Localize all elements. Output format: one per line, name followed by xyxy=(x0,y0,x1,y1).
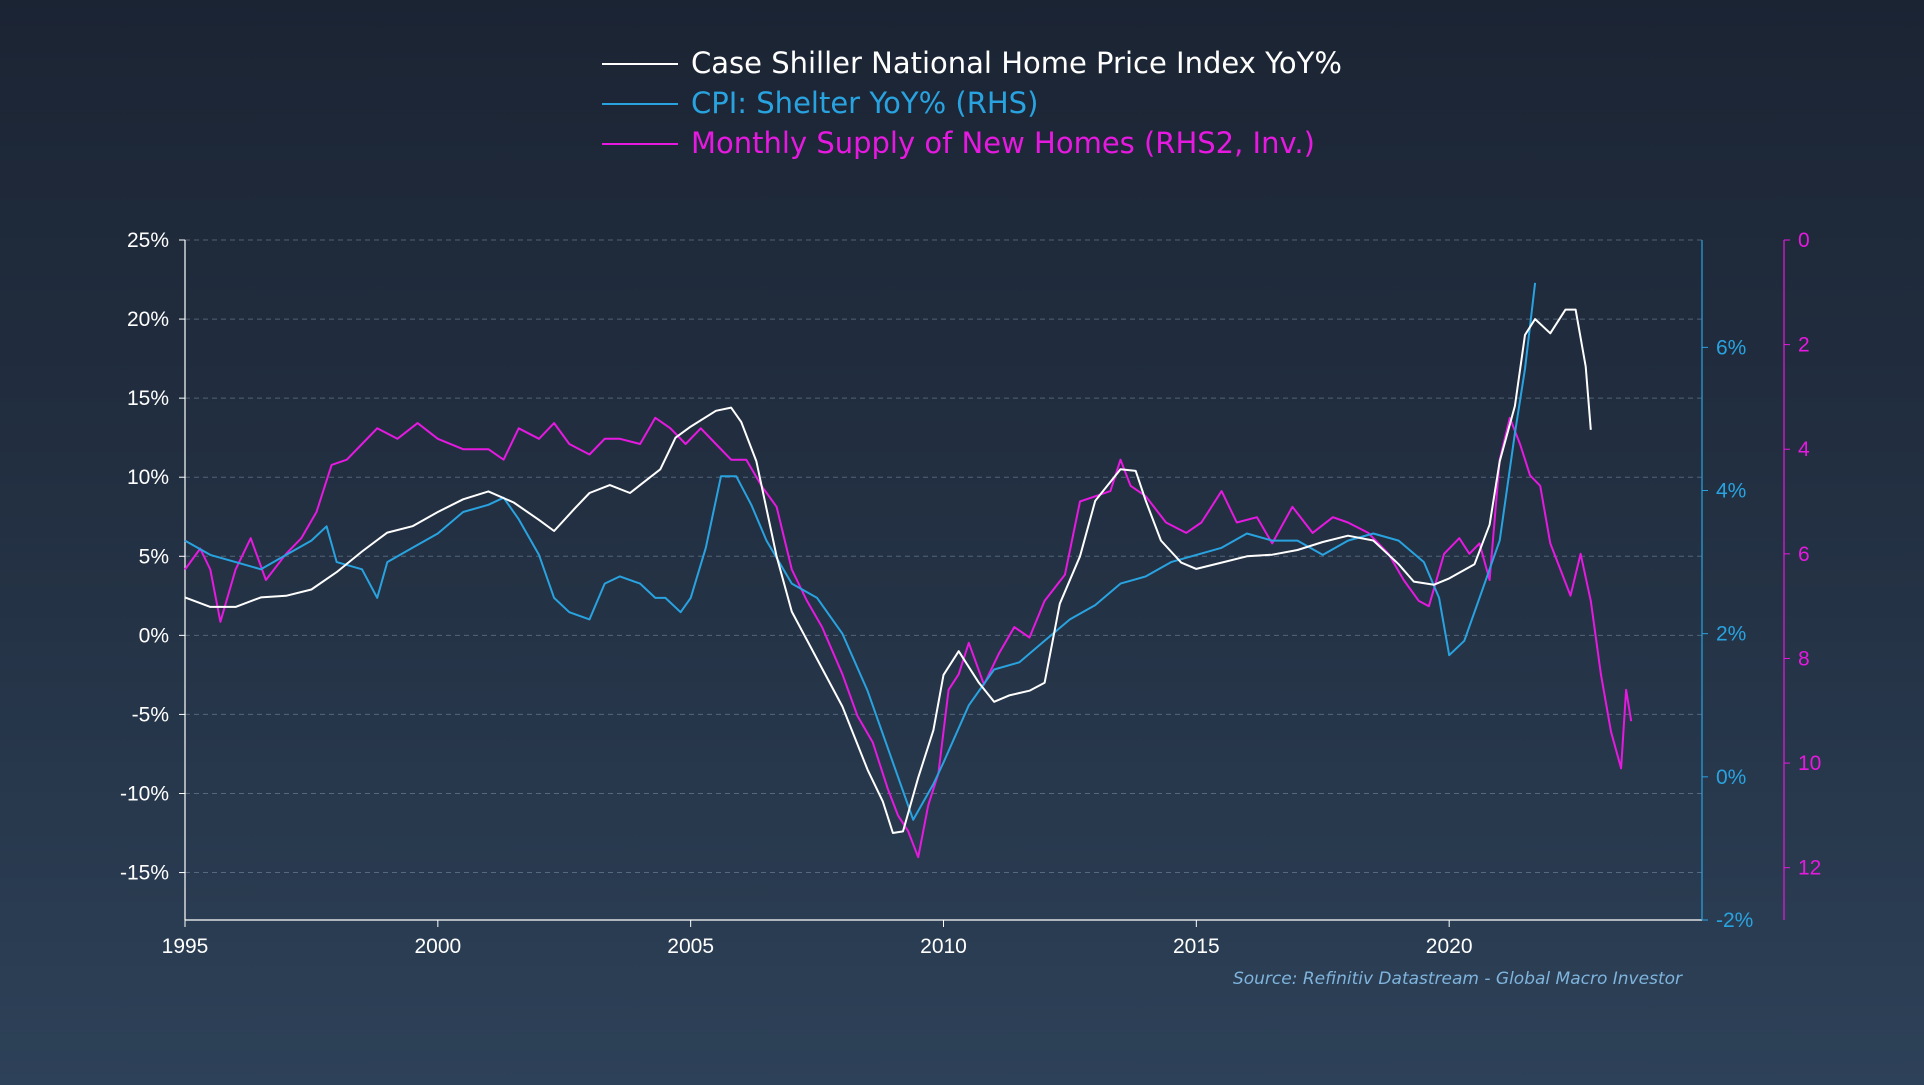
series-line-cpi-shelter xyxy=(185,283,1535,820)
x-tick-label: 2005 xyxy=(667,935,714,958)
x-tick-label: 2000 xyxy=(414,935,461,958)
y-left-tick-label: 15% xyxy=(127,387,169,410)
y-left-tick-label: -5% xyxy=(132,703,169,726)
y-right-tick-label: 0% xyxy=(1716,766,1746,789)
y-left-tick-label: -10% xyxy=(120,782,169,805)
y-right2-tick-label: 4 xyxy=(1798,438,1810,461)
series-line-new-home-supply xyxy=(185,418,1631,857)
y-right-tick-label: 2% xyxy=(1716,623,1746,646)
series-lines xyxy=(185,283,1631,857)
y-right2-tick-label: 12 xyxy=(1798,857,1821,880)
legend-label-cpi-shelter: CPI: Shelter YoY% (RHS) xyxy=(691,86,1038,120)
y-left-tick-label: 25% xyxy=(127,229,169,252)
grid xyxy=(185,240,1702,873)
y-left-tick-label: -15% xyxy=(120,862,169,885)
series-line-case-shiller xyxy=(185,310,1591,833)
legend-label-new-home-supply: Monthly Supply of New Homes (RHS2, Inv.) xyxy=(691,126,1315,160)
y-left-tick-label: 5% xyxy=(139,545,169,568)
y-right-tick-label: 4% xyxy=(1716,480,1746,503)
y-left-tick-label: 20% xyxy=(127,308,169,331)
legend-label-case-shiller: Case Shiller National Home Price Index Y… xyxy=(691,46,1342,80)
y-right2-tick-label: 0 xyxy=(1798,229,1810,252)
x-tick-label: 2010 xyxy=(920,935,967,958)
chart: Case Shiller National Home Price Index Y… xyxy=(0,0,1924,1085)
y-right2-tick-label: 2 xyxy=(1798,334,1810,357)
x-tick-label: 2015 xyxy=(1173,935,1220,958)
y-left-tick-label: 10% xyxy=(127,466,169,489)
legend: Case Shiller National Home Price Index Y… xyxy=(602,46,1342,160)
y-right-tick-label: -2% xyxy=(1716,909,1753,932)
y-right-tick-label: 6% xyxy=(1716,336,1746,359)
y-left-tick-label: 0% xyxy=(139,624,169,647)
y-right2-tick-label: 8 xyxy=(1798,647,1810,670)
y-right2-tick-label: 6 xyxy=(1798,543,1810,566)
x-tick-label: 1995 xyxy=(162,935,209,958)
y-right2-tick-label: 10 xyxy=(1798,752,1821,775)
x-tick-label: 2020 xyxy=(1426,935,1473,958)
source-note: Source: Refinitiv Datastream - Global Ma… xyxy=(1233,969,1683,989)
